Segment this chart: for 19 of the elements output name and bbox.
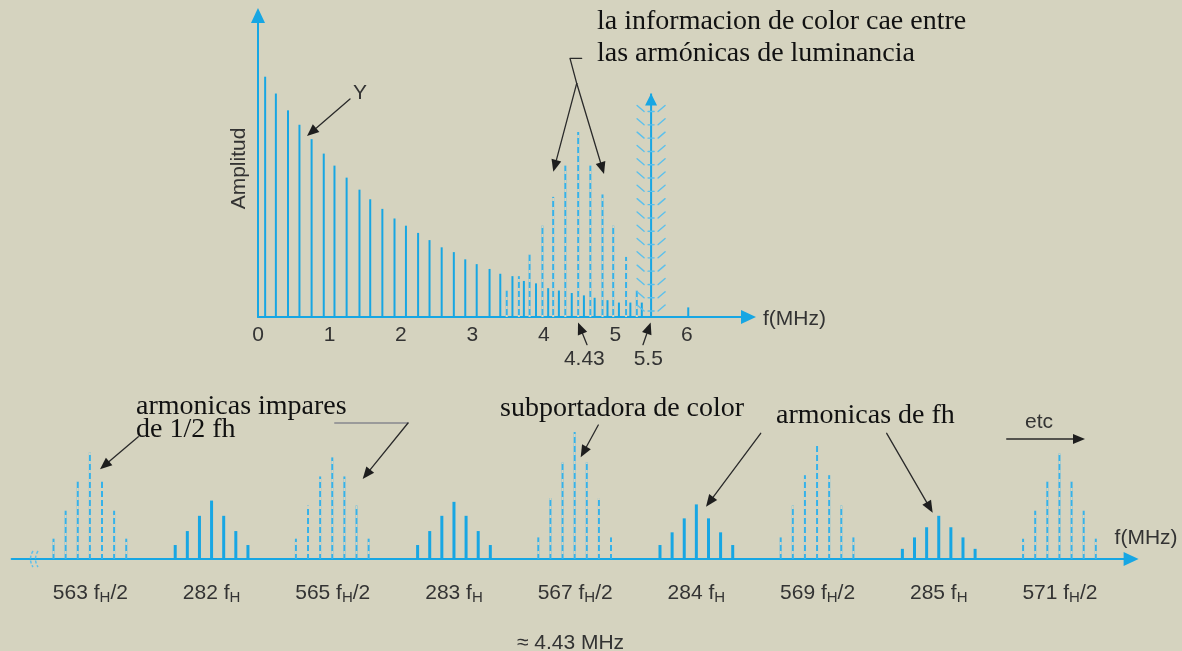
text: subportadora de color <box>500 391 745 422</box>
y-axis-title: Amplitud <box>226 127 249 210</box>
x-tick-label: 3 <box>466 322 479 345</box>
annotation: etc <box>1024 409 1054 433</box>
x-tick-label: 0 <box>252 322 264 345</box>
annotation: armonicas impares de 1/2 fh <box>136 389 348 443</box>
annotation: Y <box>352 79 368 104</box>
annotation: 5.5 <box>633 345 663 370</box>
text: armonicas de fh <box>776 398 955 429</box>
x-axis-title: f(MHz) <box>763 305 826 329</box>
text: la informacion de color cae entre las armónicas de luminancia <box>597 3 968 68</box>
annotation: 4.43 <box>563 345 605 370</box>
x-tick-label: 5 <box>609 322 622 345</box>
x-tick-label: 1 <box>323 322 336 345</box>
x-tick-label: 2 <box>395 322 407 345</box>
text: ≈ 4.43 MHz <box>516 629 625 651</box>
x-tick-label: 4 <box>538 322 551 345</box>
x-axis-title: f(MHz) <box>1114 525 1178 548</box>
x-tick-label: 6 <box>680 322 693 345</box>
